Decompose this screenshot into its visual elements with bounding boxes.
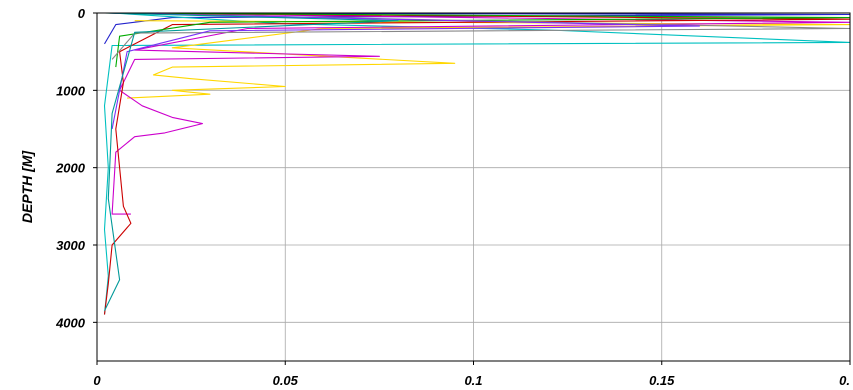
y-tick-label: 3000 [56, 238, 86, 253]
y-tick-label: 0 [78, 6, 86, 21]
y-axis-ticks: 0 1000 2000 3000 4000 [55, 6, 97, 330]
x-axis-ticks: 0 0.05 0.1 0.15 0. [93, 361, 851, 388]
series-line-4 [108, 12, 851, 215]
x-tick-label: 0.1 [464, 373, 482, 388]
y-tick-label: 2000 [55, 161, 86, 176]
x-tick-label: 0 [93, 373, 101, 388]
series-line-3 [127, 20, 851, 99]
series-line-5 [103, 12, 851, 315]
y-tick-label: 4000 [55, 315, 86, 330]
x-tick-label: 0. [839, 373, 850, 388]
x-tick-label: 0.15 [649, 373, 675, 388]
x-tick-label: 0.05 [273, 373, 299, 388]
series-group [103, 12, 851, 315]
y-axis-title: DEPTH [M] [19, 150, 35, 224]
y-tick-label: 1000 [56, 83, 86, 98]
series-line-6 [104, 12, 851, 68]
grid-lines [97, 13, 850, 361]
series-line-9 [104, 12, 399, 311]
series-line-1 [104, 12, 851, 45]
